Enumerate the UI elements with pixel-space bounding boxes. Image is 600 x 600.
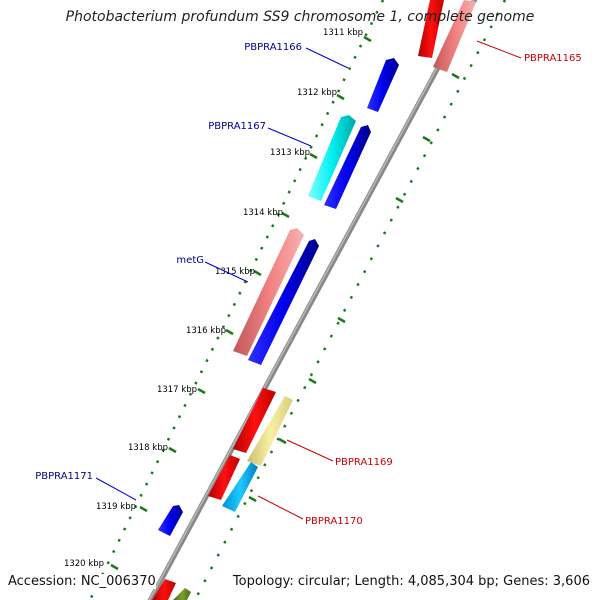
kbp-label: 1311 kbp <box>323 28 363 38</box>
gene-feature-salmon-metG <box>233 228 304 356</box>
map-title: Photobacterium profundum SS9 chromosome … <box>65 9 535 25</box>
gene-feature-red-1170 <box>208 455 240 500</box>
gene-feature-red-bottom <box>152 579 176 600</box>
genome-info-text: Topology: circular; Length: 4,085,304 bp… <box>232 574 590 589</box>
gene-feature-red-1169 <box>233 388 276 453</box>
gene-feature-blue-1171 <box>158 505 183 536</box>
gene-feature-sky-1170 <box>222 462 258 512</box>
kbp-label: 1316 kbp <box>186 326 226 336</box>
kbp-label: 1315 kbp <box>215 267 255 277</box>
gene-feature-yellow-1169 <box>247 396 293 466</box>
gene-label-pbpra1169: PBPRA1169 <box>335 457 393 468</box>
gene-label-pbpra1170: PBPRA1170 <box>305 516 363 527</box>
kbp-tick-marks <box>110 35 460 571</box>
kbp-label: 1319 kbp <box>96 502 136 512</box>
gene-feature-cyan-1167 <box>308 115 356 201</box>
kbp-label: 1317 kbp <box>157 385 197 395</box>
kbp-label: 1318 kbp <box>128 443 168 453</box>
gene-feature-red-top <box>418 0 444 58</box>
gene-feature-blue-metG <box>248 239 319 365</box>
kbp-label: 1313 kbp <box>270 148 310 158</box>
kbp-label: 1312 kbp <box>297 88 337 98</box>
gene-label-pbpra1171: PBPRA1171 <box>35 471 93 482</box>
callout-lines <box>95 40 522 520</box>
backbone <box>147 0 478 600</box>
gene-feature-salmon-top <box>433 0 476 72</box>
gene-feature-olive-bottom <box>173 588 191 600</box>
gene-labels: PBPRA1165 PBPRA1166 PBPRA1167 metG PBPRA… <box>35 42 582 527</box>
gene-label-pbpra1165: PBPRA1165 <box>524 53 582 64</box>
kbp-label: 1314 kbp <box>243 208 283 218</box>
accession-text: Accession: NC_006370 <box>8 574 156 589</box>
gene-features <box>152 0 476 600</box>
kbp-label: 1320 kbp <box>64 559 104 569</box>
gene-feature-blue-1166 <box>367 58 399 112</box>
gene-label-pbpra1166: PBPRA1166 <box>244 42 302 53</box>
kbp-tick-labels: 1311 kbp 1312 kbp 1313 kbp 1314 kbp 1315… <box>64 28 363 569</box>
gene-feature-blue-1167b <box>324 125 371 209</box>
gene-label-metg: metG <box>176 255 204 266</box>
gene-label-pbpra1167: PBPRA1167 <box>208 121 266 132</box>
